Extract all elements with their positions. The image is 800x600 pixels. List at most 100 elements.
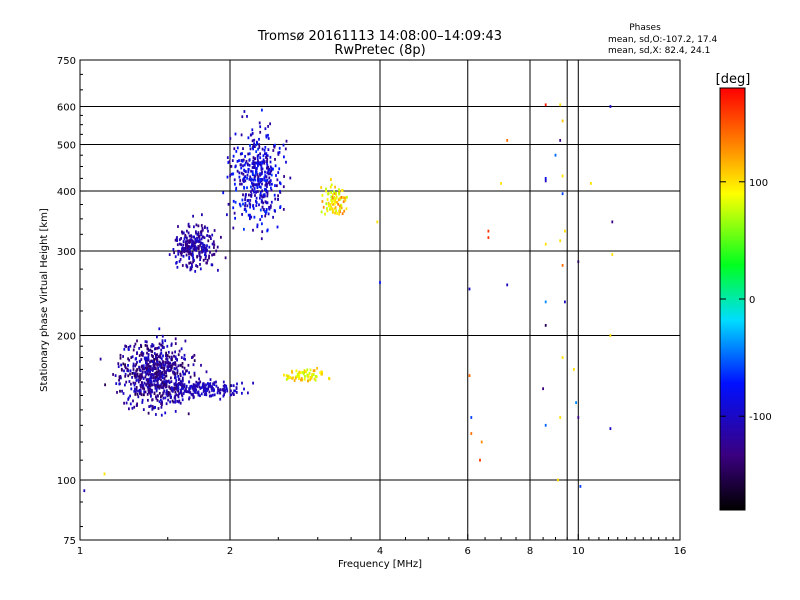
data-point	[163, 389, 166, 393]
data-point	[247, 136, 250, 140]
data-point	[266, 194, 269, 198]
data-point	[186, 245, 189, 249]
data-point	[187, 363, 190, 367]
data-point	[252, 156, 255, 159]
data-point	[258, 146, 261, 149]
data-point	[315, 375, 318, 379]
data-point	[150, 344, 153, 348]
data-point	[169, 386, 172, 390]
data-point	[167, 362, 170, 366]
data-point	[138, 359, 141, 363]
data-point	[168, 355, 171, 359]
data-point	[278, 151, 281, 154]
data-point	[154, 371, 157, 375]
data-point	[242, 202, 244, 206]
data-point	[148, 366, 151, 370]
data-point	[270, 200, 273, 204]
data-point	[330, 207, 333, 210]
data-point	[256, 225, 259, 229]
data-point	[230, 384, 233, 387]
data-point	[213, 383, 216, 386]
data-point	[300, 378, 302, 382]
data-point	[167, 350, 170, 354]
data-point	[132, 381, 135, 385]
data-point	[131, 376, 133, 379]
data-point	[251, 166, 254, 169]
data-point	[150, 380, 153, 384]
data-point	[157, 369, 160, 373]
data-point	[332, 202, 334, 206]
data-point	[264, 127, 267, 131]
data-point	[273, 209, 276, 212]
data-point	[176, 371, 179, 375]
data-point	[246, 162, 249, 166]
data-point	[487, 229, 490, 233]
data-point	[259, 185, 262, 189]
data-point	[304, 375, 306, 378]
data-point	[138, 366, 141, 370]
data-point	[272, 167, 274, 171]
data-point	[160, 375, 163, 378]
data-point	[506, 139, 509, 142]
data-point	[269, 183, 271, 186]
plot-area: 1 2 4 6 8 10 16 75 100 200 300 400 500 600 750	[57, 56, 686, 557]
data-point	[170, 380, 173, 383]
data-point	[269, 204, 272, 208]
data-point	[269, 122, 271, 126]
data-point	[334, 206, 337, 210]
x-tick-label: 8	[527, 546, 533, 557]
data-point	[206, 234, 208, 237]
data-point	[140, 383, 143, 387]
data-point	[191, 241, 193, 245]
data-point	[155, 395, 157, 399]
data-point	[242, 147, 244, 150]
data-point	[189, 375, 192, 379]
data-point	[156, 394, 159, 397]
data-point	[156, 346, 159, 350]
data-point	[251, 139, 254, 143]
data-point	[136, 392, 139, 396]
data-point	[217, 386, 219, 390]
data-point	[202, 248, 204, 252]
data-point	[254, 174, 257, 178]
data-point	[299, 371, 302, 374]
data-point	[259, 161, 262, 164]
data-point	[175, 384, 178, 388]
data-point	[189, 391, 192, 395]
data-point	[255, 150, 258, 153]
data-point	[160, 357, 163, 361]
data-point	[149, 383, 152, 386]
data-point	[139, 378, 141, 382]
data-point	[155, 387, 158, 391]
data-point	[188, 256, 191, 259]
data-point	[334, 199, 336, 203]
data-point	[155, 389, 158, 393]
data-point	[321, 200, 324, 203]
data-point	[249, 175, 252, 179]
data-point	[259, 180, 262, 184]
data-point	[200, 363, 202, 367]
data-point	[244, 204, 246, 208]
data-point	[542, 387, 544, 391]
y-tick-label: 400	[57, 187, 76, 198]
data-point	[204, 249, 207, 253]
data-point	[235, 186, 238, 190]
data-point	[193, 371, 196, 375]
data-point	[161, 400, 163, 404]
data-point	[249, 213, 251, 217]
data-point	[139, 373, 141, 377]
data-point	[136, 339, 138, 343]
data-point	[251, 162, 254, 165]
data-point	[265, 210, 268, 213]
data-point	[145, 383, 148, 387]
data-point	[165, 385, 168, 388]
data-point	[256, 223, 259, 227]
data-point	[140, 352, 143, 355]
data-point	[273, 193, 276, 197]
data-point	[150, 368, 152, 371]
data-point	[310, 376, 312, 379]
data-point	[256, 173, 259, 176]
data-point	[251, 181, 253, 185]
data-point	[189, 385, 192, 388]
data-point	[169, 400, 171, 404]
